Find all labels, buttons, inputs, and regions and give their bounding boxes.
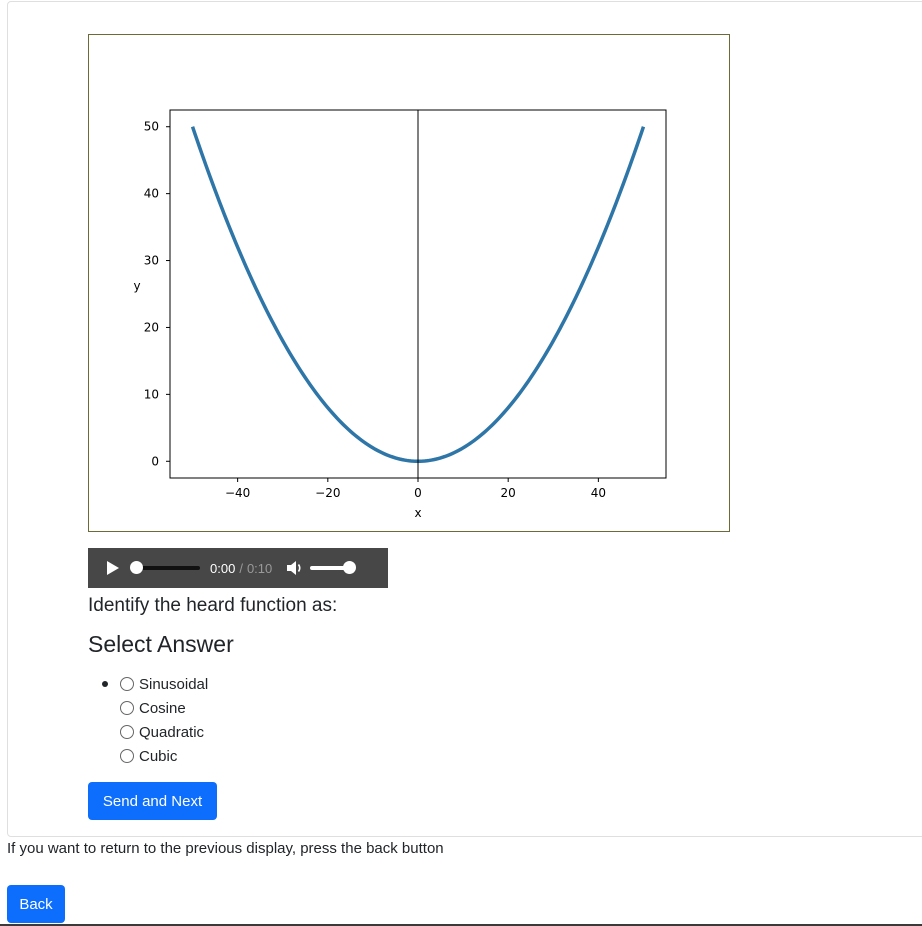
seek-slider[interactable] <box>130 561 200 574</box>
radio-cosine[interactable] <box>120 701 134 715</box>
list-bullet <box>102 681 108 687</box>
option-label: Sinusoidal <box>139 675 209 693</box>
radio-sinusoidal[interactable] <box>120 677 134 691</box>
y-tick-label: 40 <box>144 187 159 201</box>
volume-slider[interactable] <box>310 561 357 574</box>
back-instruction: If you want to return to the previous di… <box>7 840 444 857</box>
question-prompt: Identify the heard function as: <box>88 595 338 616</box>
volume-icon[interactable] <box>286 560 304 576</box>
send-and-next-button[interactable]: Send and Next <box>88 782 217 820</box>
option-label: Cubic <box>139 747 178 765</box>
x-tick-label: −20 <box>315 486 340 500</box>
y-tick-label: 20 <box>144 320 159 334</box>
audio-player: 0:00 / 0:10 <box>88 548 388 588</box>
y-axis-label: y <box>133 279 140 293</box>
x-axis-label: x <box>414 506 421 520</box>
time-separator: / <box>239 560 243 576</box>
plot-svg: −40 −20 0 20 40 0 10 20 30 40 50 x y <box>133 109 667 520</box>
option-cosine[interactable]: Cosine <box>102 696 208 720</box>
y-tick-label: 50 <box>144 120 159 134</box>
radio-cubic[interactable] <box>120 749 134 763</box>
duration-time: 0:10 <box>246 560 273 576</box>
y-tick-label: 10 <box>144 387 159 401</box>
back-button[interactable]: Back <box>7 885 65 923</box>
y-tick-label: 30 <box>144 254 159 268</box>
option-cubic[interactable]: Cubic <box>102 744 208 768</box>
bottom-divider <box>0 924 922 926</box>
y-tick-label: 0 <box>151 454 159 468</box>
radio-quadratic[interactable] <box>120 725 134 739</box>
volume-thumb[interactable] <box>343 561 357 574</box>
option-label: Cosine <box>139 699 186 717</box>
x-tick-label: 20 <box>501 486 516 500</box>
x-tick-label: 40 <box>591 486 606 500</box>
x-tick-label: −40 <box>225 486 250 500</box>
function-plot: −40 −20 0 20 40 0 10 20 30 40 50 x y <box>88 34 730 532</box>
answer-options: Sinusoidal Cosine Quadratic Cubic <box>102 672 208 768</box>
play-icon[interactable] <box>107 561 119 575</box>
x-tick-label: 0 <box>414 486 422 500</box>
current-time: 0:00 <box>210 560 236 576</box>
option-label: Quadratic <box>139 723 205 741</box>
select-answer-heading: Select Answer <box>88 631 234 657</box>
option-quadratic[interactable]: Quadratic <box>102 720 208 744</box>
seek-thumb[interactable] <box>130 561 143 574</box>
option-sinusoidal[interactable]: Sinusoidal <box>102 672 208 696</box>
